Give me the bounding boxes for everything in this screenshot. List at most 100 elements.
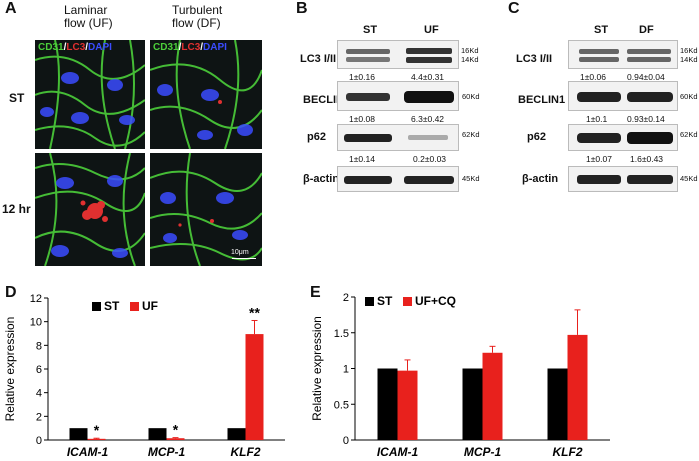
- y-tick-label: 8: [36, 340, 42, 352]
- blot-b-lc3: [337, 40, 459, 69]
- y-tick-label: 1.5: [334, 328, 349, 340]
- significance-marker: *: [173, 422, 179, 438]
- micrograph-uf-st-image: [35, 40, 145, 149]
- legend-label: UF: [142, 299, 158, 313]
- quant-c-p62-st: 1±0.07: [586, 154, 612, 164]
- kd-b-lc3-16: 16Kd: [461, 46, 479, 55]
- kd-c-lc3-16: 16Kd: [680, 46, 698, 55]
- y-tick-label: 12: [30, 293, 42, 305]
- micrograph-df-12hr-image: [150, 153, 262, 266]
- category-label: ICAM-1: [67, 445, 109, 459]
- stain-lc3: LC3: [181, 42, 201, 53]
- kd-c-lc3-14: 14Kd: [680, 55, 698, 64]
- kd-c-actin: 45Kd: [680, 174, 698, 183]
- bar-uf-cq-klf2: [567, 334, 588, 440]
- stain-cd31: CD31: [153, 42, 179, 53]
- legend-label: ST: [377, 294, 393, 308]
- legend-label: ST: [104, 299, 120, 313]
- blot-c-p62: [568, 124, 678, 151]
- blot-c-lc3-label: LC3 I/II: [516, 53, 553, 65]
- blot-b-p62-label: p62: [307, 131, 326, 143]
- stain-cd31: CD31: [38, 42, 64, 53]
- panel-b-label: B: [296, 0, 308, 17]
- stain-sep-2: /: [200, 42, 204, 53]
- legend-label: UF+CQ: [415, 294, 456, 308]
- y-tick-label: 0: [343, 435, 349, 447]
- bar-uf-icam-1: [87, 438, 106, 440]
- blot-b-actin-bands: [344, 176, 454, 184]
- blot-c-lc3-bands: [579, 49, 671, 62]
- bar-st-mcp-1: [462, 368, 483, 440]
- micrograph-df-st-image: [150, 40, 262, 149]
- stain-lc3: LC3: [66, 42, 86, 53]
- stain-legend-df: CD31/LC3/DAPI: [153, 42, 227, 53]
- quant-b-beclin1-uf: 6.3±0.42: [411, 114, 445, 124]
- stain-dapi: DAPI: [88, 42, 112, 53]
- significance-marker: **: [249, 304, 260, 320]
- quant-c-p62-df: 1.6±0.43: [630, 154, 664, 164]
- micrograph-df-12hr: [150, 153, 262, 266]
- micrograph-df-st: [150, 40, 262, 149]
- category-label: MCP-1: [148, 445, 186, 459]
- row-label-12hr: 12 hr: [2, 202, 31, 216]
- kd-b-actin: 45Kd: [462, 174, 480, 183]
- legend-swatch: [92, 302, 101, 311]
- blot-c-actin-bands: [577, 175, 673, 184]
- y-tick-label: 2: [36, 411, 42, 423]
- y-tick-label: 6: [36, 364, 42, 376]
- blot-c-actin: [568, 166, 678, 192]
- blot-c-actin-label: β-actin: [522, 173, 559, 185]
- blot-b-p62: [337, 124, 459, 151]
- quant-b-p62-st: 1±0.14: [349, 154, 375, 164]
- blot-c-p62-label: p62: [527, 131, 546, 143]
- blot-b-actin-label: β-actin: [303, 173, 340, 185]
- row-label-st: ST: [9, 91, 25, 105]
- y-tick-label: 10: [30, 317, 42, 329]
- stain-sep-1: /: [178, 42, 182, 53]
- lane-st-c: ST: [594, 24, 609, 36]
- legend-swatch: [365, 297, 374, 306]
- y-tick-label: 0.5: [334, 399, 349, 411]
- y-tick-label: 1: [343, 364, 349, 376]
- lane-df-c: DF: [639, 24, 654, 36]
- quant-b-beclin1-st: 1±0.08: [349, 114, 375, 124]
- panel-c-label: C: [508, 0, 520, 17]
- bar-st-klf2: [227, 428, 246, 440]
- panel-d-label: D: [5, 284, 17, 301]
- y-axis-label: Relative expression: [3, 317, 17, 422]
- blot-c-beclin1-label: BECLIN1: [518, 94, 566, 106]
- quant-c-lc3-df: 0.94±0.04: [627, 72, 665, 82]
- quant-c-beclin1-df: 0.93±0.14: [627, 114, 665, 124]
- category-label: KLF2: [231, 445, 261, 459]
- kd-b-lc3-14: 14Kd: [461, 55, 479, 64]
- stain-sep-2: /: [85, 42, 89, 53]
- bar-uf-mcp-1: [166, 438, 185, 440]
- stain-legend-uf: CD31/LC3/DAPI: [38, 42, 112, 53]
- category-label: KLF2: [553, 445, 583, 459]
- category-label: ICAM-1: [377, 445, 419, 459]
- blot-c-beclin1-bands: [577, 92, 673, 102]
- quant-b-lc3-uf: 4.4±0.31: [411, 72, 445, 82]
- stain-sep-1: /: [63, 42, 67, 53]
- bar-st-icam-1: [377, 368, 398, 440]
- chart-e: 0 0.5 1 1.5 2 Relative expression ICAM-1 MCP-1 K…: [310, 292, 610, 459]
- bar-uf-klf2: [245, 334, 264, 440]
- y-axis-label: Relative expression: [310, 316, 324, 421]
- laminar-flow-header: Laminar flow (UF): [64, 3, 113, 30]
- quant-c-beclin1-st: 1±0.1: [586, 114, 608, 124]
- bar-uf-cq-icam-1: [397, 370, 418, 440]
- lane-uf-b: UF: [424, 24, 439, 36]
- blot-c-beclin1: [568, 81, 678, 111]
- blot-b-beclin1-bands: [346, 91, 454, 103]
- y-tick-label: 2: [343, 292, 349, 304]
- lane-st-b: ST: [363, 24, 378, 36]
- blot-b-actin: [337, 166, 459, 192]
- blot-b-beclin1: [337, 81, 459, 111]
- micrograph-uf-st: [35, 40, 145, 149]
- kd-c-beclin1: 60Kd: [680, 92, 698, 101]
- quant-c-lc3-st: 1±0.06: [580, 72, 606, 82]
- legend-swatch: [130, 302, 139, 311]
- legend-swatch: [403, 297, 412, 306]
- panel-e-label: E: [310, 284, 321, 301]
- category-label: MCP-1: [464, 445, 502, 459]
